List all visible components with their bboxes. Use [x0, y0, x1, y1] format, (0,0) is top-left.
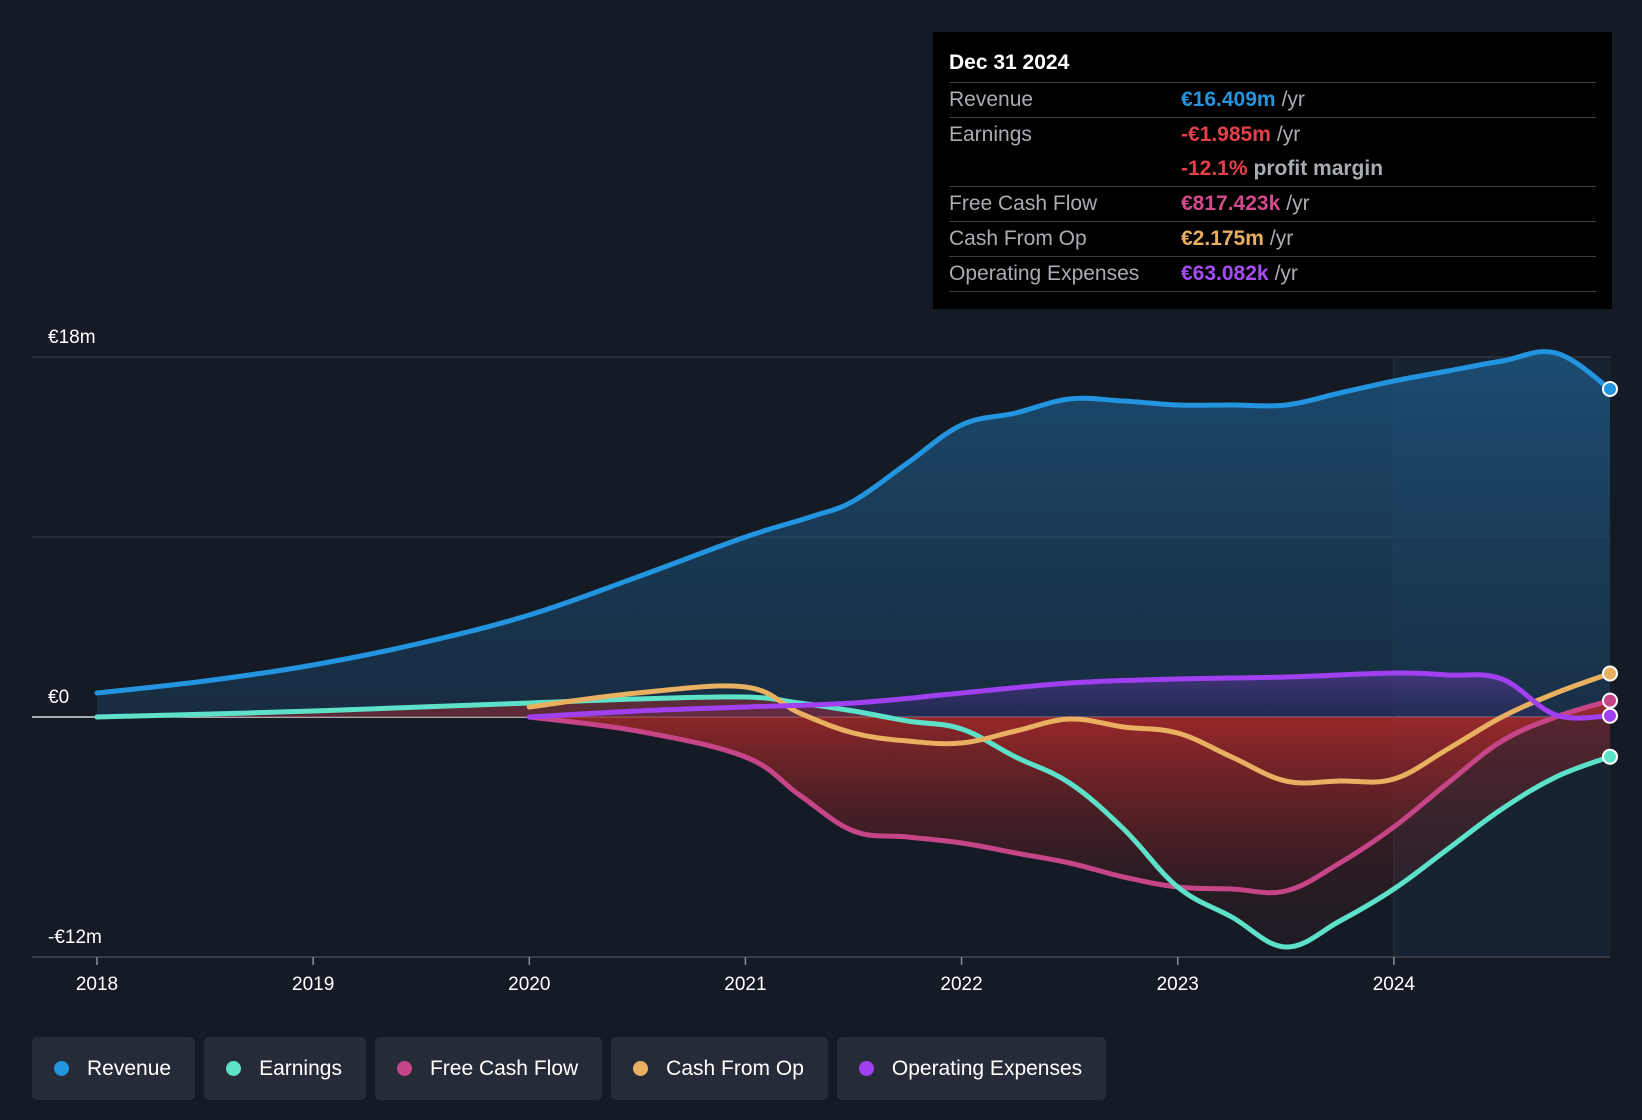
tooltip-label: Earnings — [949, 123, 1032, 146]
tooltip-value: -€1.985m — [1181, 123, 1271, 146]
series-line-revenue — [94, 349, 1613, 696]
tooltip-value: €63.082k — [1181, 262, 1269, 285]
x-tick-label: 2018 — [76, 974, 118, 995]
legend: Revenue Earnings Free Cash Flow Cash Fro… — [32, 1037, 1107, 1100]
x-tick-label: 2021 — [724, 974, 766, 995]
tooltip-row-cfo: Cash From Op €2.175m /yr — [949, 221, 1596, 256]
end-marker-earnings — [1602, 748, 1618, 765]
tooltip-row-opex: Operating Expenses €63.082k /yr — [949, 256, 1596, 292]
tooltip-unit: /yr — [1281, 88, 1305, 111]
legend-label: Operating Expenses — [891, 1056, 1083, 1080]
legend-label: Earnings — [259, 1056, 342, 1080]
tooltip-row-earnings: Earnings -€1.985m /yr — [949, 117, 1596, 152]
revenue-dot-icon — [54, 1061, 69, 1076]
x-tick-label: 2024 — [1373, 974, 1416, 995]
legend-item-operating-expenses[interactable]: Operating Expenses — [836, 1037, 1107, 1100]
fcf-area — [529, 700, 1611, 893]
y-axis: €18m €0 -€12m — [48, 327, 102, 948]
y-tick-label: €0 — [48, 687, 69, 708]
revenue-area — [97, 351, 1610, 717]
series-line-opex — [526, 670, 1613, 721]
earnings-dot-icon — [226, 1061, 242, 1076]
tooltip-unit: /yr — [1276, 123, 1301, 146]
tooltip-value: €2.175m — [1181, 227, 1264, 250]
y-tick-label: €18m — [48, 327, 96, 348]
series-line-cfo — [526, 671, 1613, 786]
legend-label: Revenue — [87, 1056, 172, 1080]
legend-item-earnings[interactable]: Earnings — [204, 1037, 366, 1100]
tooltip-label: Operating Expenses — [949, 262, 1140, 285]
legend-item-free-cash-flow[interactable]: Free Cash Flow — [374, 1037, 603, 1100]
series-line-fcf — [526, 698, 1613, 896]
tooltip-value: €817.423k — [1181, 192, 1281, 215]
x-tick-label: 2023 — [1157, 974, 1199, 995]
legend-item-cash-from-op[interactable]: Cash From Op — [611, 1037, 828, 1100]
end-marker-opex — [1602, 707, 1618, 724]
x-tick-label: 2019 — [292, 974, 334, 995]
x-axis: 2018 2019 2020 2021 2022 2023 2024 — [76, 957, 1416, 995]
tooltip-unit: /yr — [1269, 227, 1294, 250]
tooltip-unit: /yr — [1286, 192, 1310, 215]
tooltip-unit: profit margin — [1253, 157, 1384, 180]
operating-expenses-dot-icon — [858, 1061, 874, 1076]
legend-item-revenue[interactable]: Revenue — [32, 1037, 196, 1100]
tooltip-label: Revenue — [949, 88, 1034, 111]
tooltip-label: Free Cash Flow — [949, 192, 1098, 215]
tooltip-row-revenue: Revenue €16.409m /yr — [949, 82, 1596, 117]
x-tick-label: 2020 — [508, 974, 550, 995]
area-fills — [97, 351, 1611, 948]
free-cash-flow-dot-icon — [396, 1061, 412, 1076]
tooltip-date: Dec 31 2024 — [949, 51, 1070, 74]
legend-label: Free Cash Flow — [429, 1056, 579, 1080]
tooltip-value: -12.1% — [1181, 157, 1248, 180]
end-marker-fcf — [1602, 692, 1618, 709]
tooltip: Dec 31 2024 Revenue €16.409m /yr Earning… — [933, 32, 1612, 309]
end-markers — [1602, 381, 1618, 765]
cash-from-op-dot-icon — [633, 1061, 649, 1076]
end-marker-cfo — [1602, 665, 1618, 682]
y-tick-label: -€12m — [48, 927, 102, 948]
tooltip-row-margin: -12.1% profit margin — [949, 152, 1596, 186]
series-lines — [94, 349, 1613, 950]
x-tick-label: 2022 — [940, 974, 982, 995]
tooltip-unit: /yr — [1274, 262, 1298, 285]
end-marker-revenue — [1602, 381, 1618, 397]
tooltip-label: Cash From Op — [949, 227, 1087, 250]
tooltip-row-fcf: Free Cash Flow €817.423k /yr — [949, 186, 1596, 221]
tooltip-value: €16.409m — [1181, 88, 1276, 111]
legend-label: Cash From Op — [666, 1056, 804, 1080]
